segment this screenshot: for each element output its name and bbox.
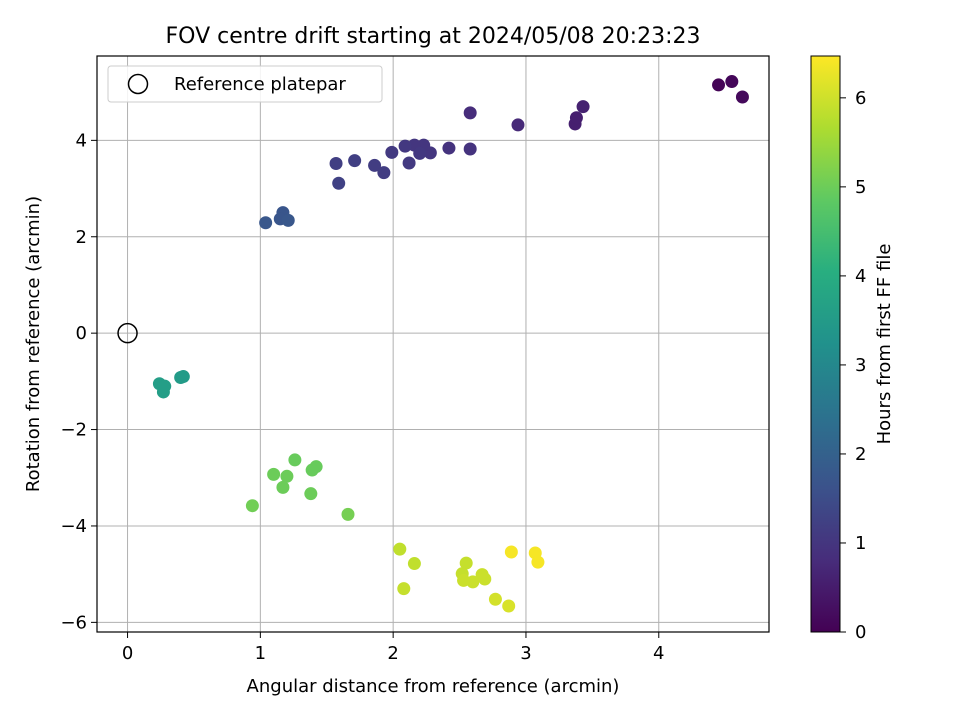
chart-title: FOV centre drift starting at 2024/05/08 … <box>166 24 701 49</box>
data-point <box>725 75 739 89</box>
x-tick-label: 2 <box>387 643 398 664</box>
x-tick-label: 3 <box>520 643 531 664</box>
data-point <box>329 156 343 170</box>
data-point <box>735 90 749 104</box>
reference-marker <box>117 322 138 344</box>
grid-lines <box>97 56 769 632</box>
y-tick-label: 2 <box>76 227 87 248</box>
data-point <box>259 216 273 230</box>
data-points <box>152 75 749 613</box>
colorbar-tick-label: 6 <box>855 88 866 109</box>
data-point <box>398 139 412 153</box>
data-point <box>276 480 290 494</box>
colorbar: 0 1 2 3 4 5 6 Hours from first FF file <box>810 55 895 643</box>
data-point <box>402 156 416 170</box>
data-point <box>413 146 427 160</box>
data-point <box>511 118 525 132</box>
data-point <box>280 469 294 483</box>
y-tick-label: 0 <box>76 323 87 344</box>
colorbar-tick-label: 5 <box>855 177 866 198</box>
colorbar-tick-label: 1 <box>855 533 866 554</box>
data-point <box>569 111 583 125</box>
data-point <box>488 592 502 606</box>
data-point <box>304 487 318 501</box>
data-point <box>442 141 456 155</box>
plot-frame <box>96 55 770 633</box>
y-tick-label: −6 <box>60 612 87 633</box>
reference-point-marker <box>117 322 138 344</box>
x-tick-label: 4 <box>653 643 664 664</box>
data-point <box>156 385 170 399</box>
data-point <box>504 545 518 559</box>
data-point <box>281 213 295 227</box>
data-point <box>463 106 477 120</box>
data-point <box>463 142 477 156</box>
colorbar-tick-label: 2 <box>855 444 866 465</box>
x-axis-ticks: 0 1 2 3 4 <box>122 632 664 664</box>
y-tick-label: 4 <box>76 130 87 151</box>
data-point <box>341 507 355 521</box>
data-point <box>368 158 382 172</box>
data-point <box>332 176 346 190</box>
data-point <box>393 542 407 556</box>
data-point <box>531 555 545 569</box>
data-point <box>288 453 302 467</box>
data-point <box>377 166 391 180</box>
data-point <box>245 499 259 513</box>
data-point <box>174 370 188 384</box>
data-point <box>305 463 319 477</box>
x-axis-label: Angular distance from reference (arcmin) <box>247 676 620 697</box>
x-tick-label: 1 <box>255 643 266 664</box>
data-point <box>397 582 411 596</box>
legend-box <box>107 65 383 103</box>
data-point <box>407 557 421 571</box>
data-point <box>502 599 516 613</box>
x-tick-label: 0 <box>122 643 133 664</box>
colorbar-tick-label: 0 <box>855 622 866 643</box>
y-tick-label: −4 <box>60 516 87 537</box>
legend: Reference platepar <box>107 65 383 103</box>
data-point <box>267 467 281 481</box>
data-point <box>459 556 473 570</box>
y-axis-label: Rotation from reference (arcmin) <box>23 196 44 492</box>
data-point <box>576 100 590 114</box>
colorbar-tick-label: 4 <box>855 266 866 287</box>
colorbar-gradient <box>810 55 841 633</box>
data-point <box>385 145 399 159</box>
data-point <box>348 154 362 168</box>
y-axis-ticks: −6 −4 −2 0 2 4 <box>60 130 97 633</box>
data-point <box>466 575 480 589</box>
colorbar-ticks: 0 1 2 3 4 5 6 <box>840 88 866 643</box>
colorbar-label: Hours from first FF file <box>874 244 895 445</box>
legend-entry: Reference platepar <box>174 74 346 95</box>
y-tick-label: −2 <box>60 420 87 441</box>
data-point <box>712 78 726 92</box>
colorbar-tick-label: 3 <box>855 355 866 376</box>
legend-marker-icon <box>127 73 149 95</box>
data-point <box>478 572 492 586</box>
